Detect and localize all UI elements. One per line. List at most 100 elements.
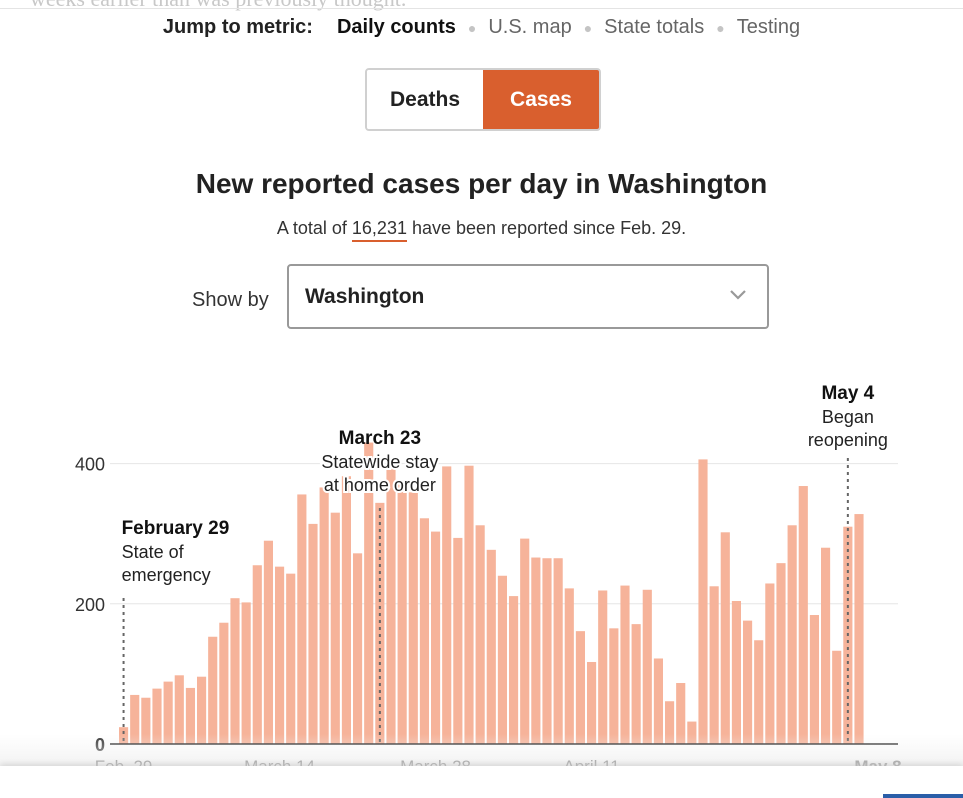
bar: [854, 514, 864, 744]
jump-nav-testing[interactable]: Testing: [736, 16, 801, 38]
bar: [341, 476, 351, 744]
bar: [319, 487, 329, 744]
bar: [720, 532, 730, 744]
bar: [687, 721, 697, 744]
bar: [564, 588, 574, 744]
bar: [497, 575, 507, 744]
bar: [130, 694, 140, 744]
y-tick-label: 200: [75, 595, 105, 615]
bar: [642, 589, 652, 744]
bar: [197, 676, 207, 744]
annotation-text: emergency: [122, 565, 211, 585]
bar: [286, 573, 296, 744]
jump-nav-daily-counts[interactable]: Daily counts: [336, 16, 456, 38]
bar: [230, 598, 240, 744]
bar: [698, 459, 708, 744]
bar: [464, 465, 474, 744]
bar: [297, 494, 307, 744]
bar: [776, 563, 786, 744]
scroll-fade: [0, 734, 963, 768]
annotation-text: reopening: [808, 430, 888, 450]
annotation-text: State of: [122, 542, 185, 562]
bar: [765, 583, 775, 744]
bar: [520, 538, 530, 744]
chevron-down-icon: [729, 288, 747, 306]
cases-bar-chart: February 29 State of emergency March 23 Stat…: [75, 383, 902, 768]
bar: [620, 585, 630, 744]
chart-subtitle: A total of 16,231 have been reported sin…: [0, 218, 963, 242]
bar: [787, 525, 797, 744]
bar: [375, 502, 385, 744]
bar: [631, 624, 641, 744]
bar: [665, 701, 675, 744]
jump-nav-us-map[interactable]: U.S. map: [488, 16, 572, 38]
bar: [174, 675, 184, 744]
bar: [185, 687, 195, 744]
bar: [419, 518, 429, 744]
bar: [353, 553, 363, 744]
annotation-title: March 23: [339, 428, 421, 449]
bar: [408, 492, 418, 744]
bar: [163, 681, 173, 744]
bar: [397, 484, 407, 744]
annotation-text: at home order: [324, 475, 436, 495]
bar: [832, 650, 842, 744]
divider: [0, 8, 963, 9]
bar: [208, 636, 218, 744]
cases-button[interactable]: Cases: [483, 70, 599, 129]
bar: [431, 531, 441, 744]
bar: [442, 466, 452, 744]
state-select[interactable]: Washington: [287, 264, 769, 329]
chart-title: New reported cases per day in Washington: [195, 168, 768, 199]
bars: [119, 442, 864, 744]
bar: [386, 465, 396, 744]
jump-nav: Jump to metric: Daily counts ● U.S. map …: [0, 16, 963, 39]
separator-dot: ●: [467, 19, 477, 36]
bar: [809, 615, 819, 744]
bar: [308, 523, 318, 744]
bar: [263, 540, 273, 744]
bottom-bar-accent: [883, 794, 963, 798]
bar: [252, 565, 262, 744]
jump-nav-state-totals[interactable]: State totals: [604, 16, 705, 38]
bar: [676, 683, 686, 744]
separator-dot: ●: [716, 19, 725, 36]
metric-toggle: Deaths Cases: [365, 68, 601, 131]
annotation-title: May 4: [821, 383, 874, 404]
state-select-value: Washington: [305, 285, 425, 308]
bar: [475, 525, 485, 744]
bar: [575, 631, 585, 744]
bar: [486, 549, 496, 744]
bar: [241, 602, 251, 744]
subtitle-suffix: have been reported since Feb. 29.: [411, 218, 687, 238]
bar: [453, 537, 463, 744]
bar: [152, 688, 162, 744]
bar: [743, 620, 753, 744]
annotations: February 29 State of emergency March 23 Stat…: [120, 383, 890, 744]
subtitle-prefix: A total of: [276, 218, 347, 238]
y-tick-label: 400: [75, 455, 105, 475]
bar: [553, 558, 563, 744]
jump-nav-label: Jump to metric:: [162, 16, 313, 38]
annotation-title: February 29: [122, 518, 230, 539]
bar: [330, 512, 340, 744]
bar: [653, 658, 663, 744]
annotation-text: Statewide stay: [321, 452, 438, 472]
total-count: 16,231: [351, 218, 407, 242]
bar: [587, 661, 597, 744]
bar: [731, 600, 741, 744]
bar: [609, 628, 619, 744]
bar: [364, 442, 374, 744]
bar: [598, 590, 608, 744]
article-text-fragment: weeks earlier than was previously though…: [30, 0, 406, 12]
bar: [509, 596, 519, 744]
bar: [141, 697, 151, 744]
annotation-text: Began: [822, 407, 874, 427]
deaths-button[interactable]: Deaths: [367, 70, 483, 129]
bar: [754, 640, 764, 744]
bar: [219, 622, 229, 744]
bottom-bar: [0, 766, 963, 798]
bar: [821, 547, 831, 744]
separator-dot: ●: [583, 19, 593, 36]
bar: [542, 558, 552, 744]
